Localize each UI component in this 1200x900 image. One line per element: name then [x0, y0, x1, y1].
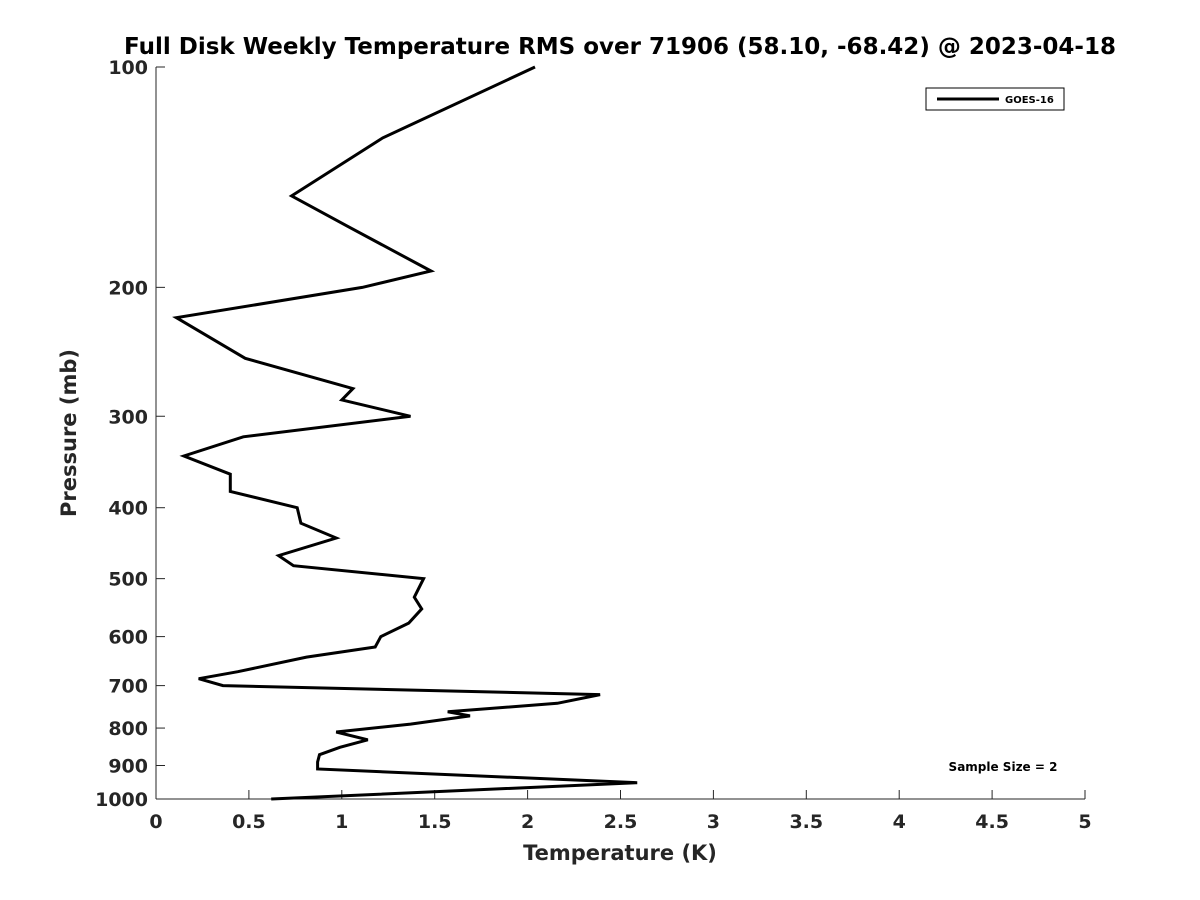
x-tick-label: 1.5: [418, 811, 452, 833]
series-layer: [172, 65, 638, 801]
y-tick-label: 400: [108, 498, 148, 520]
y-tick-label: 300: [108, 406, 148, 428]
legend-label-goes-16: GOES-16: [1005, 95, 1054, 106]
x-tick-label: 3.5: [789, 811, 823, 833]
x-tick-label: 0: [149, 811, 162, 833]
y-tick-label: 1000: [95, 789, 148, 811]
x-tick-label: 3: [707, 811, 720, 833]
x-tick-label: 4: [893, 811, 906, 833]
sample-size-annotation: Sample Size = 2: [949, 760, 1058, 774]
series-line-goes-16: [172, 65, 638, 801]
y-tick-label: 500: [108, 569, 148, 591]
x-tick-label: 5: [1078, 811, 1091, 833]
y-tick-label: 800: [108, 718, 148, 740]
x-tick-label: 2.5: [604, 811, 638, 833]
x-axis-label: Temperature (K): [523, 841, 717, 865]
x-tick-label: 0.5: [232, 811, 266, 833]
x-tick-label: 1: [335, 811, 348, 833]
y-axis-label: Pressure (mb): [57, 349, 81, 517]
y-tick-label: 200: [108, 277, 148, 299]
y-tick-label: 100: [108, 57, 148, 79]
x-tick-label: 2: [521, 811, 534, 833]
axes: 0 0.5 1 1.5 2 2.5 3 3.5 4 4.5 5 100 200 300 400 500 600 7…: [95, 57, 1092, 833]
y-tick-label: 700: [108, 676, 148, 698]
chart-title: Full Disk Weekly Temperature RMS over 71…: [124, 34, 1116, 60]
y-tick-label: 900: [108, 756, 148, 778]
x-tick-label: 4.5: [975, 811, 1009, 833]
legend: GOES-16: [925, 87, 1065, 111]
y-tick-label: 600: [108, 627, 148, 649]
